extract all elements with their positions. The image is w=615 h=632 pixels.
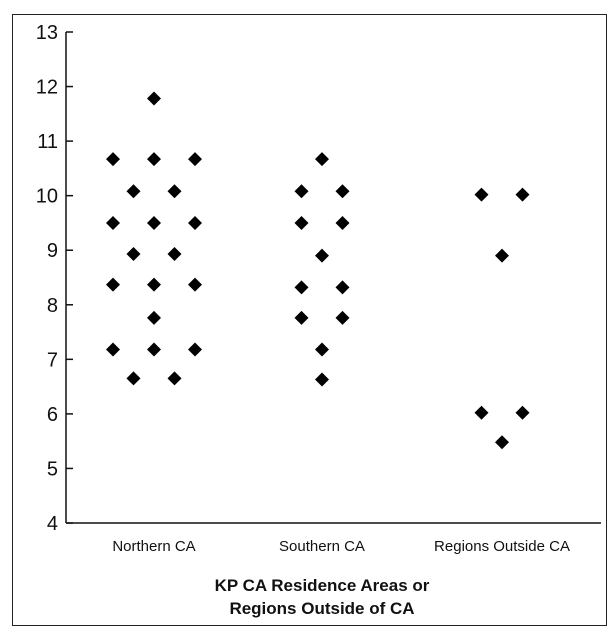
data-point bbox=[147, 152, 161, 167]
data-point bbox=[474, 405, 489, 420]
data-point bbox=[106, 215, 120, 230]
y-tick-label: 11 bbox=[37, 131, 58, 153]
data-point bbox=[315, 342, 329, 357]
data-point bbox=[188, 277, 202, 292]
y-tick-label: 5 bbox=[47, 458, 58, 480]
data-point bbox=[126, 247, 141, 262]
data-point bbox=[106, 152, 120, 167]
data-points bbox=[106, 91, 530, 450]
data-point bbox=[188, 215, 202, 230]
data-point bbox=[294, 215, 309, 230]
data-point bbox=[147, 277, 161, 292]
data-point bbox=[126, 371, 141, 386]
x-category-labels: Northern CA Southern CA Regions Outside CA bbox=[112, 538, 570, 555]
x-axis-label-line-1: KP CA Residence Areas or bbox=[215, 576, 430, 595]
y-tick-label: 13 bbox=[36, 22, 58, 44]
data-point bbox=[294, 184, 309, 199]
data-point bbox=[188, 342, 202, 357]
y-ticks: 4 5 6 7 8 9 10 11 12 13 bbox=[36, 22, 73, 535]
data-point bbox=[335, 215, 350, 230]
data-point bbox=[515, 405, 530, 420]
y-tick-label: 6 bbox=[47, 404, 58, 426]
data-point bbox=[126, 184, 141, 199]
data-point bbox=[515, 187, 530, 202]
data-point bbox=[147, 91, 161, 106]
y-tick-label: 4 bbox=[47, 513, 58, 535]
chart-frame: 4 5 6 7 8 9 10 11 12 13 Northern CA Southern CA Reg… bbox=[12, 14, 607, 626]
x-category-label: Regions Outside CA bbox=[434, 538, 570, 555]
data-point bbox=[315, 372, 329, 387]
data-point bbox=[106, 342, 120, 357]
data-point bbox=[474, 187, 489, 202]
scatter-chart: 4 5 6 7 8 9 10 11 12 13 Northern CA Southern CA Reg… bbox=[36, 22, 601, 618]
x-category-label: Southern CA bbox=[279, 538, 365, 555]
data-point bbox=[315, 248, 329, 263]
data-point bbox=[315, 152, 329, 167]
data-point bbox=[335, 310, 350, 325]
data-point bbox=[495, 248, 509, 263]
y-tick-label: 10 bbox=[36, 186, 58, 208]
data-point bbox=[167, 371, 182, 386]
data-point bbox=[106, 277, 120, 292]
x-axis-label-line-2: Regions Outside of CA bbox=[229, 599, 414, 618]
data-point bbox=[294, 280, 309, 295]
axes bbox=[65, 32, 601, 524]
data-point bbox=[495, 435, 509, 450]
data-point bbox=[167, 247, 182, 262]
y-tick-label: 9 bbox=[47, 240, 58, 262]
data-point bbox=[147, 310, 161, 325]
data-point bbox=[167, 184, 182, 199]
x-category-label: Northern CA bbox=[112, 538, 195, 555]
y-tick-label: 7 bbox=[47, 349, 58, 371]
y-tick-label: 12 bbox=[36, 77, 58, 99]
data-point bbox=[335, 184, 350, 199]
data-point bbox=[147, 342, 161, 357]
y-tick-label: 8 bbox=[47, 295, 58, 317]
data-point bbox=[335, 280, 350, 295]
data-point bbox=[294, 310, 309, 325]
data-point bbox=[147, 215, 161, 230]
data-point bbox=[188, 152, 202, 167]
